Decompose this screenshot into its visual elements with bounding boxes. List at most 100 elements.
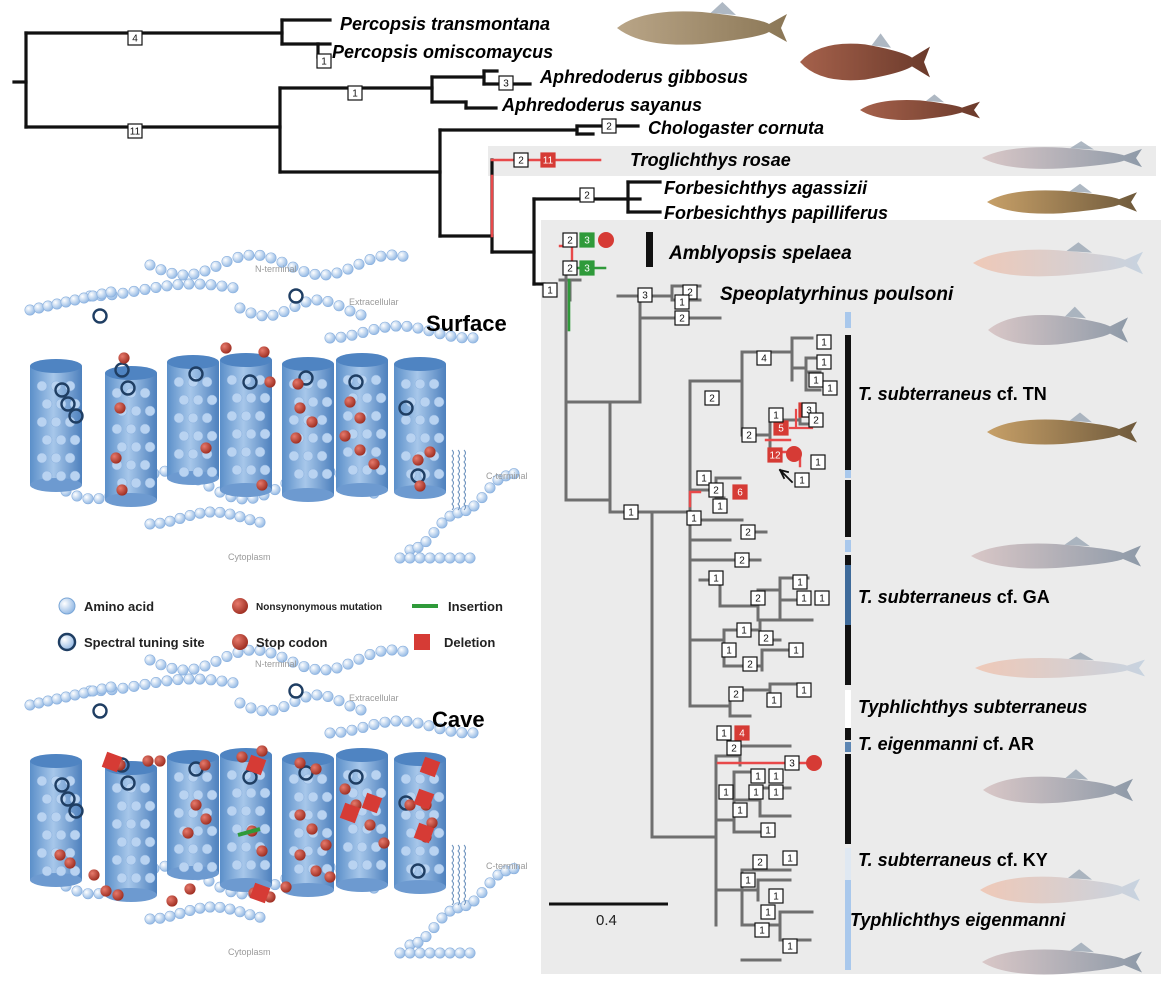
count-box-frame: [540, 152, 556, 168]
fish-photo-eigenmanni: [982, 942, 1142, 975]
fish-fin: [1070, 942, 1094, 953]
count-box-frame: [742, 656, 758, 672]
amino-acid-bead: [368, 719, 380, 731]
amino-acid-bead: [234, 302, 246, 314]
amino-acid-bead: [278, 306, 290, 318]
legend-deletion: Deletion: [444, 635, 495, 650]
helix-bead: [111, 818, 123, 830]
amino-acid-bead: [82, 493, 94, 505]
amino-acid-bead: [434, 328, 446, 340]
helix-bead: [316, 414, 328, 426]
nonsynonymous-mutation-icon: [256, 845, 268, 857]
amino-acid-bead: [243, 249, 255, 261]
helix-bead: [111, 782, 123, 794]
fish-photo-tn: [987, 412, 1137, 445]
count-box-label: 3: [789, 759, 795, 770]
legend-nonsynonymous: Nonsynonymous mutation: [256, 602, 382, 613]
count-box-label: 2: [584, 191, 590, 202]
nonsynonymous-mutation-icon: [200, 442, 212, 454]
box-branch-count: 1: [796, 590, 812, 606]
amino-acid-bead: [244, 514, 256, 526]
helix-bead: [144, 405, 156, 417]
fish-fin: [710, 2, 736, 15]
fish-fin: [1069, 412, 1092, 423]
amino-acid-bead: [155, 659, 167, 671]
helix-bead: [321, 791, 333, 803]
amino-acid-bead: [96, 683, 108, 695]
count-box-label: 2: [687, 288, 693, 299]
helix-bead: [226, 805, 238, 817]
amblyopsis-bar: [646, 232, 653, 267]
count-box-label: 1: [801, 686, 807, 697]
taxon-aphredoderus-sayanus: Aphredoderus sayanus: [501, 95, 702, 115]
fish-body: [987, 419, 1137, 445]
spectral-tuning-site-icon: [54, 382, 70, 398]
helix-bead: [245, 787, 257, 799]
bar-tn-light: [845, 470, 851, 478]
count-box-frame: [726, 740, 742, 756]
helix-bead: [361, 392, 373, 404]
amino-acid-bead: [468, 500, 480, 512]
helix-bead: [201, 412, 213, 424]
amino-acid-bead: [71, 885, 83, 897]
box-aphredoderus-gibbosus: 3: [498, 75, 514, 91]
amino-acid-bead: [177, 269, 189, 281]
taxon-forbesichthys-agassizii: Forbesichthys agassizii: [664, 178, 868, 198]
count-box-frame: [767, 447, 783, 463]
helix-bead: [433, 432, 445, 444]
count-box-frame: [794, 472, 810, 488]
c-terminal-label-surface: C-terminal: [486, 471, 528, 481]
box-cave-node: 1: [542, 282, 558, 298]
helix-bead: [240, 446, 252, 458]
helix-bead: [173, 771, 185, 783]
amino-acid-bead: [194, 507, 206, 519]
amino-acid-bead: [154, 912, 166, 924]
count-box-frame: [782, 850, 798, 866]
helix-bead: [375, 464, 387, 476]
amino-acid-bead: [33, 302, 45, 314]
box-branch-count: 2: [741, 427, 757, 443]
amino-acid-bead: [60, 691, 72, 703]
opsin-cave-panel: [24, 644, 520, 959]
transmembrane-helix: [394, 752, 446, 894]
nonsynonymous-mutation-icon: [112, 889, 124, 901]
box-red-5: 5: [773, 420, 789, 436]
helix-top: [167, 750, 219, 764]
transmembrane-helix: [282, 357, 334, 502]
amino-acid-bead: [69, 294, 81, 306]
amino-acid-bead: [154, 517, 166, 529]
spectral-tuning-site-icon: [288, 683, 304, 699]
box-branch-count: 2: [674, 310, 690, 326]
helix-bead: [414, 414, 426, 426]
box-branch-count: 2: [750, 590, 766, 606]
helix-bead: [245, 392, 257, 404]
count-box-label: 1: [821, 358, 827, 369]
amino-acid-bead: [357, 326, 369, 338]
count-box-label: 1: [741, 626, 747, 637]
transmembrane-helix: [30, 359, 82, 492]
amino-acid-bead: [254, 516, 266, 528]
box-branch-count: 1: [760, 822, 776, 838]
amino-acid-bead: [155, 264, 167, 276]
count-box-label: 1: [721, 729, 727, 740]
helix-bead: [125, 854, 137, 866]
amino-acid-bead: [420, 536, 432, 548]
helix-bead: [173, 376, 185, 388]
count-box-frame: [788, 642, 804, 658]
count-box-frame: [718, 784, 734, 800]
count-box-label: 1: [773, 411, 779, 422]
nonsynonymous-mutation-icon: [184, 883, 196, 895]
count-box-label: 1: [737, 806, 743, 817]
taxon-troglichthys-rosae: Troglichthys rosae: [630, 150, 791, 170]
clade-bars: [845, 312, 851, 970]
helix-bead: [428, 845, 440, 857]
helix-bead: [116, 836, 128, 848]
taxon-percopsis-transmontana: Percopsis transmontana: [340, 14, 550, 34]
count-box-frame: [758, 630, 774, 646]
count-box-label: 1: [765, 826, 771, 837]
helix-bead: [139, 854, 151, 866]
helix-top: [336, 748, 388, 762]
helix-bead: [125, 459, 137, 471]
helix-bead: [370, 374, 382, 386]
bar-ga: [845, 565, 851, 625]
